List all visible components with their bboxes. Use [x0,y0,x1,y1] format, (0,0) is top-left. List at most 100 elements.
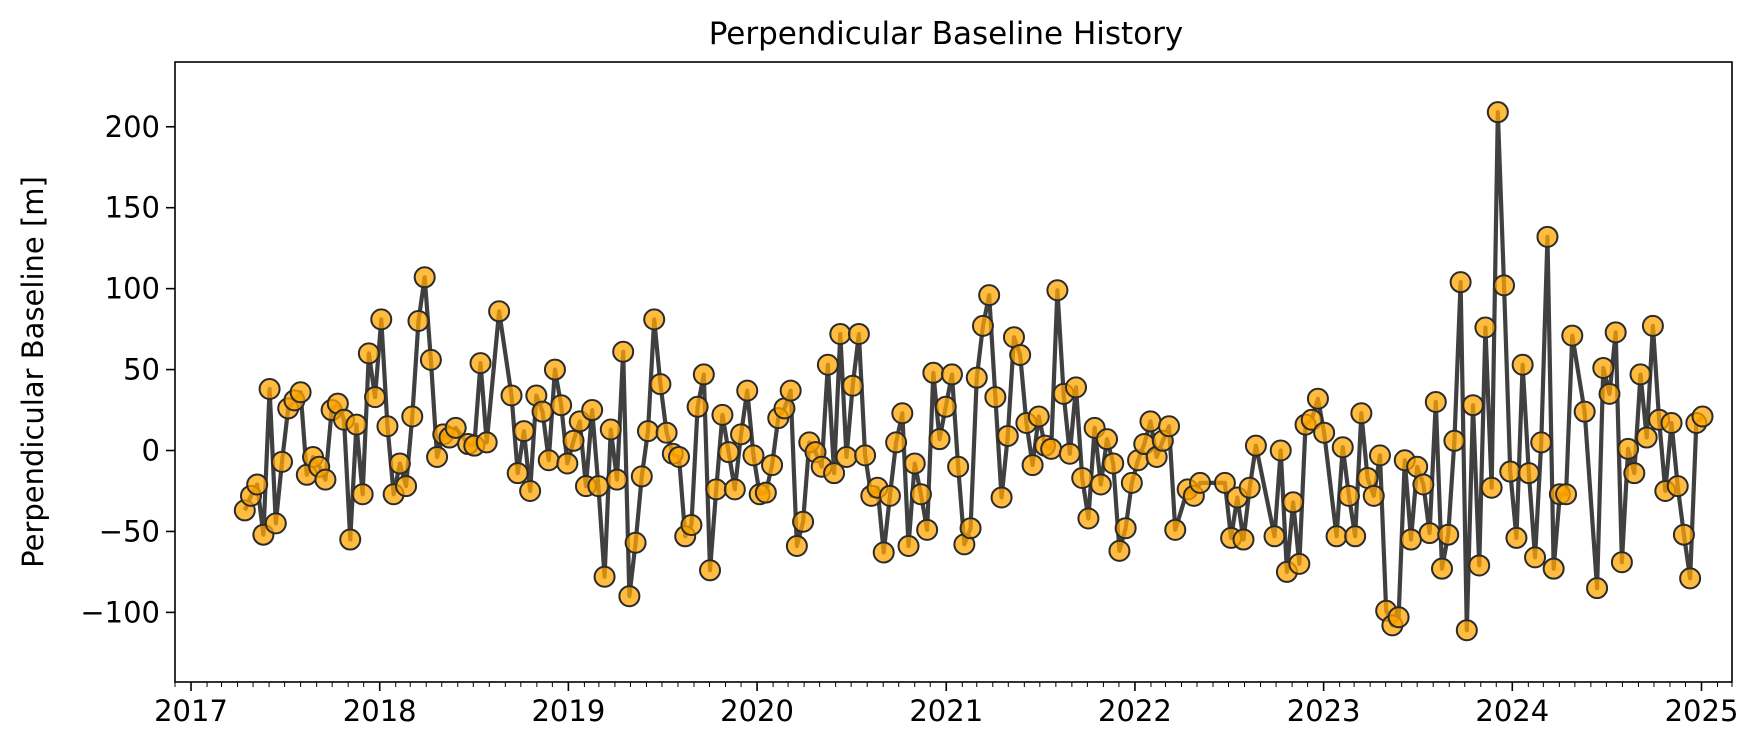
data-point [711,403,734,426]
data-point [1573,400,1596,423]
data-point [395,475,418,498]
data-point [1505,526,1528,549]
data-point [1368,444,1391,467]
data-point [1282,491,1305,514]
data-point [351,483,374,506]
data-point [872,541,895,564]
data-point [1536,225,1559,248]
data-point [699,559,722,582]
data-point [1431,557,1453,580]
data-point [1325,525,1348,548]
data-point [885,431,908,454]
data-point [723,478,746,501]
y-tick-label: 50 [123,353,160,387]
data-point [1399,528,1422,551]
data-point [1641,314,1664,337]
data-point [990,486,1013,509]
y-tick-label: −50 [99,514,160,548]
data-point [1449,271,1472,294]
data-point [668,445,691,468]
data-point [357,342,380,365]
data-point [736,379,759,402]
data-point [1586,577,1609,600]
data-point [878,484,901,507]
data-point [922,361,945,384]
data-point [1071,467,1094,490]
data-point [1046,279,1069,302]
data-point [1679,567,1702,590]
y-tick-label: 0 [142,434,160,468]
data-point [754,481,777,504]
axes-frame [174,61,1733,683]
x-tick-label: 2019 [531,694,605,728]
data-point [1344,525,1367,548]
data-point [1102,452,1125,475]
data-point [978,284,1001,307]
data-point [531,400,554,423]
data-point [1120,471,1143,494]
data-point [934,395,957,418]
data-point [1517,462,1540,485]
data-point [624,531,647,554]
x-tick-label: 2020 [720,694,794,728]
data-point [314,468,337,491]
data-point [345,413,368,436]
data-point [692,363,715,386]
data-point [1158,415,1181,438]
data-point [1629,363,1652,386]
data-point [475,431,498,454]
data-point [618,585,641,608]
data-point [891,402,914,425]
data-point [1592,356,1615,379]
x-tick-label: 2023 [1287,694,1361,728]
data-point [841,374,864,397]
data-point [401,405,424,428]
data-point [1455,619,1478,642]
data-point [1189,471,1212,494]
data-point [1238,476,1261,499]
data-point [1164,518,1187,541]
data-point [1561,324,1584,347]
data-point [469,352,492,375]
data-point [928,428,951,451]
y-axis-ticks: −100 −50 0 50 100 150 200 [80,110,175,629]
data-point [1269,439,1292,462]
data-point [1362,484,1385,507]
data-point [705,478,728,501]
y-axis-label: Perpendicular Baseline [m] [16,176,50,568]
data-point [1288,552,1311,575]
data-point [897,535,920,558]
y-tick-label: 100 [105,272,160,306]
data-point [1009,344,1032,366]
data-point [1089,473,1112,496]
data-point [649,373,672,396]
data-point [339,528,362,551]
data-point [816,353,839,376]
series-line [242,110,1705,633]
data-point [854,444,877,467]
data-point [537,449,560,472]
data-point [655,421,678,444]
data-point [1480,476,1503,499]
data-point [1412,473,1435,496]
data-point [916,518,939,541]
data-point [605,468,628,491]
data-point [1443,429,1466,452]
data-point [413,266,436,289]
plot-area: −100 −50 0 50 100 150 200 2017 2018 2019 2020 2021… [80,61,1738,728]
data-point [1474,316,1497,339]
data-point [984,386,1007,409]
data-point [1499,460,1522,483]
data-point [1660,411,1683,434]
data-point [1263,525,1286,548]
data-point [587,475,610,498]
y-tick-label: 150 [105,191,160,225]
data-point [1530,431,1553,454]
x-tick-label: 2021 [909,694,983,728]
data-point [444,416,467,439]
data-point [940,363,963,386]
data-point [1027,405,1050,428]
data-point [1493,274,1516,297]
data-point [1542,557,1565,580]
